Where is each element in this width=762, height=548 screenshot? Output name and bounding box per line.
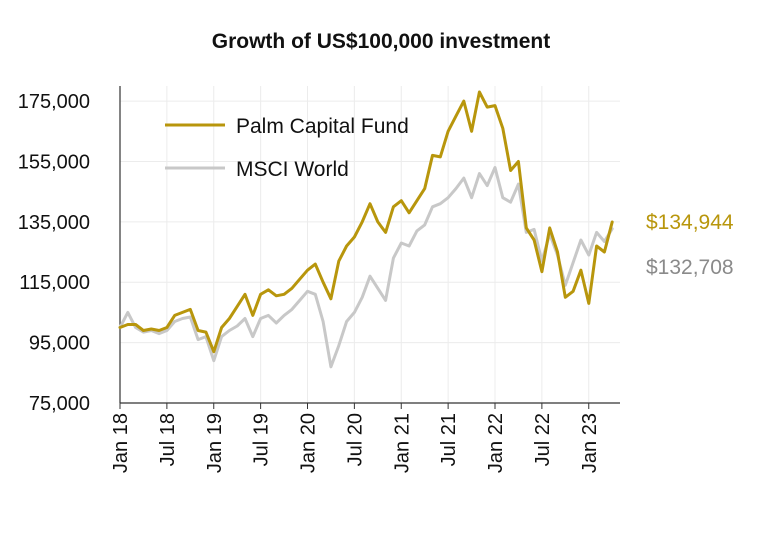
grid	[119, 86, 620, 404]
final-value-msci-world: $132,708	[646, 256, 734, 279]
x-tick-label: Jul 19	[251, 413, 273, 466]
series-lines	[118, 90, 614, 369]
y-tick-label: 75,000	[29, 393, 90, 415]
final-value-palm-capital-fund: $134,944	[646, 211, 734, 234]
x-tick-label: Jan 20	[298, 413, 320, 473]
x-tick-label: Jul 22	[532, 413, 554, 466]
series-line-palm-capital-fund	[118, 90, 614, 354]
x-tick-label: Jan 23	[579, 413, 601, 473]
x-tick-label: Jul 18	[157, 413, 179, 466]
legend-label-msci-world: MSCI World	[236, 158, 349, 181]
chart-title: Growth of US$100,000 investment	[211, 30, 551, 53]
y-tick-label: 175,000	[18, 91, 90, 113]
x-tick-label: Jan 22	[485, 413, 507, 473]
series-line-msci-world	[118, 166, 614, 369]
x-tick-label: Jul 20	[344, 413, 366, 466]
x-tick-label: Jan 18	[110, 413, 132, 473]
axes	[119, 86, 620, 409]
y-tick-label: 155,000	[18, 151, 90, 173]
y-tick-label: 115,000	[19, 272, 90, 294]
x-tick-label: Jan 21	[391, 413, 413, 473]
y-axis: 175,000 155,000 135,000 115,000 95,000 75,000	[18, 91, 90, 415]
x-axis: Jan 18 Jul 18 Jan 19 Jul 19 Jan 20 Jul 20 Jan …	[110, 413, 601, 473]
legend: Palm Capital Fund MSCI World	[165, 115, 409, 181]
y-tick-label: 135,000	[18, 212, 90, 234]
y-tick-label: 95,000	[29, 333, 90, 355]
x-tick-label: Jul 21	[438, 413, 460, 466]
legend-label-palm-capital-fund: Palm Capital Fund	[236, 115, 409, 138]
x-tick-label: Jan 19	[204, 413, 226, 473]
